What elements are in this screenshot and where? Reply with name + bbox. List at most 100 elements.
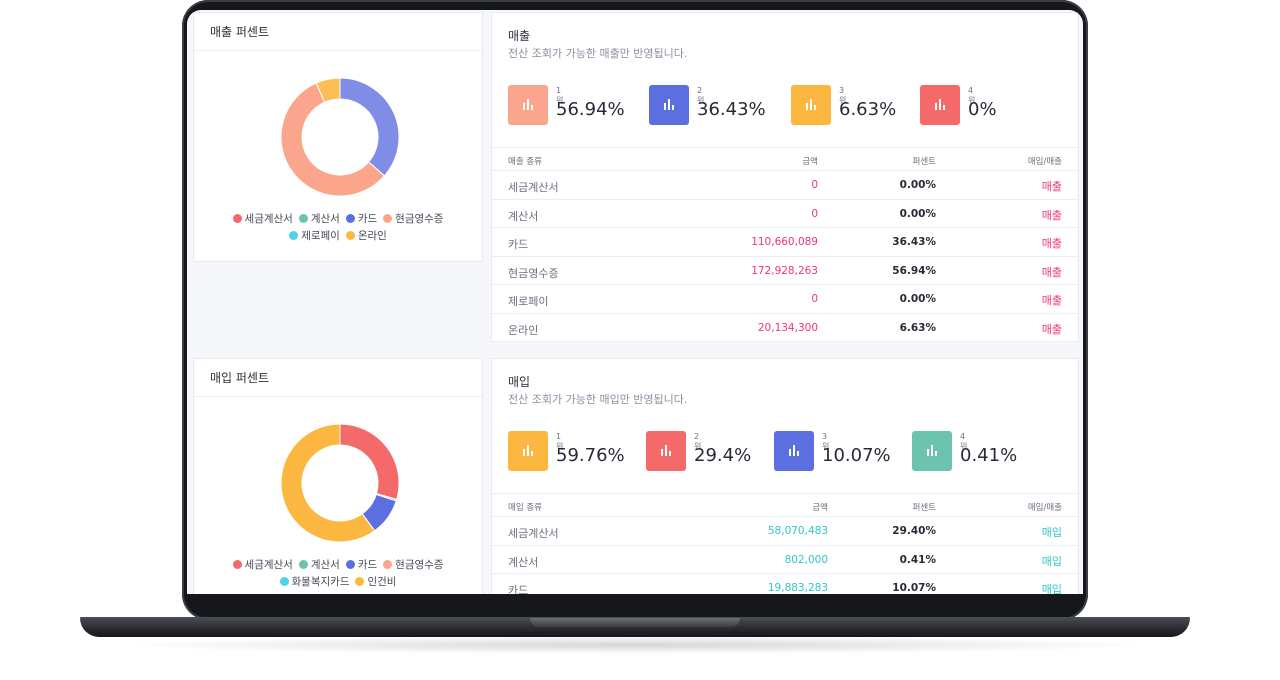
col-amount: 금액	[802, 157, 818, 167]
rank-value: 0%	[968, 99, 997, 120]
rank-value: 29.4%	[694, 445, 752, 466]
bar-chart-icon	[649, 85, 689, 125]
legend-dot	[383, 560, 393, 569]
legend-item[interactable]: 세금계산서	[232, 211, 293, 228]
cell-amount: 0	[811, 179, 818, 191]
donut-slice-6[interactable]	[280, 423, 376, 543]
legend-dot	[232, 214, 242, 223]
rank-label: 1위	[556, 86, 564, 105]
rank-label: 2위	[694, 432, 702, 451]
rank-label: 3위	[839, 86, 847, 105]
legend-item[interactable]: 화물복지카드	[279, 574, 350, 591]
purchase-donut-svg	[280, 423, 400, 543]
cell-type: 세금계산서	[508, 527, 559, 540]
legend-dot	[345, 214, 355, 223]
col-amount: 금액	[812, 503, 828, 513]
table-row[interactable]: 계산서 0 0.00% 매출	[492, 200, 1078, 228]
bar-chart-icon	[508, 431, 548, 471]
bar-chart-icon	[791, 85, 831, 125]
table-row[interactable]: 계산서 802,000 0.41% 매입	[492, 546, 1078, 574]
cell-amount: 110,660,089	[751, 236, 818, 248]
screen: 매출 퍼센트 세금계산서 계산서 카드 현금영수증 제로페이 온라인 매출 전산 조회가 …	[187, 10, 1083, 594]
col-type: 매출 종류	[508, 157, 542, 167]
sales-subtitle: 전산 조회가 가능한 매출만 반영됩니다.	[508, 47, 688, 60]
cell-kind: 매출	[1041, 294, 1062, 307]
rank-value: 6.63%	[839, 99, 897, 120]
legend-label: 현금영수증	[395, 213, 444, 225]
rank-value: 59.76%	[556, 445, 625, 466]
cell-type: 온라인	[508, 323, 539, 337]
legend-label: 카드	[357, 213, 378, 225]
cell-type: 제로페이	[508, 295, 549, 308]
cell-amount: 19,883,283	[767, 582, 828, 594]
cell-percent: 0.00%	[899, 207, 936, 220]
cell-type: 카드	[508, 238, 529, 251]
legend-item[interactable]: 인건비	[355, 574, 396, 591]
legend-item[interactable]: 온라인	[345, 228, 387, 245]
legend-item[interactable]: 제로페이	[289, 228, 340, 245]
cell-percent: 29.40%	[892, 525, 936, 537]
sales-donut-chart	[280, 77, 400, 197]
cell-percent: 56.94%	[892, 264, 936, 277]
cell-kind: 매입	[1041, 554, 1062, 568]
legend-label: 현금영수증	[395, 559, 444, 571]
legend-label: 인건비	[367, 576, 397, 588]
legend-label: 계산서	[310, 559, 340, 571]
purchase-card: 매입 전산 조회가 가능한 매입만 반영됩니다. 1위 59.76% 2위 29.4%…	[491, 358, 1079, 594]
sales-card: 매출 전산 조회가 가능한 매출만 반영됩니다. 1위 56.94% 2위 36.43…	[491, 12, 1079, 342]
cell-kind: 매출	[1041, 180, 1062, 193]
legend-item[interactable]: 카드	[345, 557, 378, 574]
laptop-shadow	[110, 636, 1160, 654]
sales-title: 매출	[508, 29, 531, 43]
cell-kind: 매출	[1041, 237, 1062, 250]
cell-amount: 58,070,483	[767, 525, 828, 537]
purchase-donut-chart	[280, 423, 400, 543]
table-row[interactable]: 카드 19,883,283 10.07% 매입	[492, 574, 1078, 594]
donut-slice-1[interactable]	[339, 423, 400, 501]
legend-item[interactable]: 현금영수증	[383, 211, 443, 228]
bar-chart-icon	[920, 85, 960, 125]
legend-label: 화물복지카드	[291, 576, 350, 588]
cell-percent: 0.00%	[899, 293, 936, 305]
legend-label: 카드	[357, 559, 378, 571]
legend-dot	[279, 577, 289, 586]
legend-label: 세금계산서	[244, 213, 293, 225]
donut-slice-3[interactable]	[339, 77, 400, 177]
cell-type: 계산서	[508, 555, 539, 569]
table-row[interactable]: 온라인 20,134,300 6.63% 매출	[492, 314, 1078, 342]
table-row[interactable]: 카드 110,660,089 36.43% 매출	[492, 228, 1078, 257]
purchase-title: 매입	[508, 375, 531, 389]
legend-dot	[289, 231, 299, 240]
cell-percent: 6.63%	[899, 321, 936, 334]
cell-percent: 36.43%	[892, 236, 936, 248]
rank-label: 1위	[556, 432, 564, 451]
cell-amount: 0	[811, 293, 818, 305]
legend-dot	[383, 214, 393, 223]
legend-item[interactable]: 계산서	[298, 211, 340, 228]
table-row[interactable]: 세금계산서 58,070,483 29.40% 매입	[492, 517, 1078, 546]
legend-item[interactable]: 현금영수증	[383, 557, 443, 574]
legend-item[interactable]: 카드	[345, 211, 378, 228]
cell-percent: 10.07%	[892, 582, 936, 594]
cell-type: 현금영수증	[508, 266, 559, 280]
col-kind: 매입/매출	[1027, 157, 1062, 167]
cell-kind: 매출	[1041, 265, 1062, 279]
legend-item[interactable]: 계산서	[298, 557, 340, 574]
table-row[interactable]: 세금계산서 0 0.00% 매출	[492, 171, 1078, 200]
legend-label: 제로페이	[301, 230, 340, 242]
cell-amount: 0	[811, 207, 818, 220]
donut-slice-6[interactable]	[315, 77, 341, 103]
legend-dot	[298, 560, 308, 569]
legend-dot	[355, 577, 365, 586]
donut-slice-4[interactable]	[280, 82, 386, 197]
table-row[interactable]: 현금영수증 172,928,263 56.94% 매출	[492, 257, 1078, 285]
table-row[interactable]: 제로페이 0 0.00% 매출	[492, 285, 1078, 314]
rank-value: 0.41%	[960, 445, 1018, 466]
sales-percent-title: 매출 퍼센트	[194, 13, 482, 51]
cell-percent: 0.41%	[899, 553, 936, 566]
sales-donut-svg	[280, 77, 400, 197]
legend-dot	[232, 560, 242, 569]
legend-item[interactable]: 세금계산서	[232, 557, 293, 574]
